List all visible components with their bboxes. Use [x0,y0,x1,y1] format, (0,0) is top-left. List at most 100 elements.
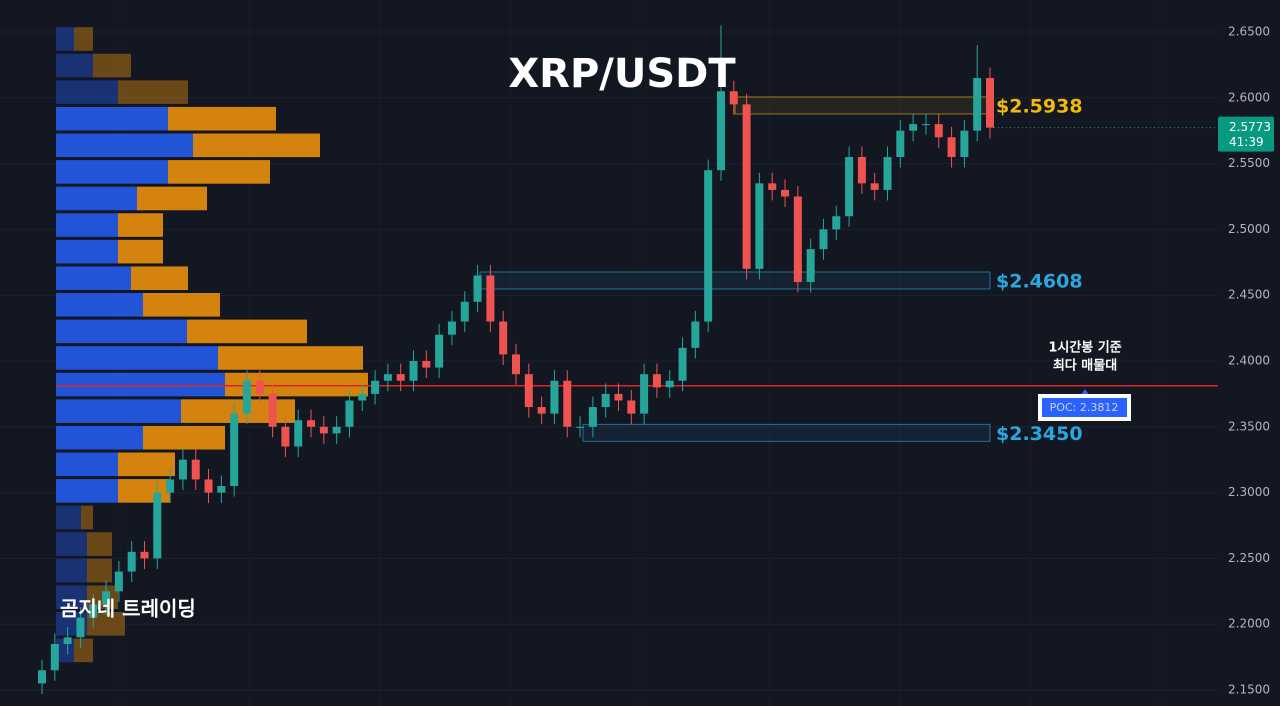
profile-sell-bar [87,532,112,556]
candle-body [281,426,290,447]
profile-buy-bar [56,27,74,51]
profile-buy-bar [56,239,118,264]
zone-label: $2.3450 [996,423,1083,445]
profile-buy-bar [56,558,87,583]
y-tick-label: 2.2500 [1228,551,1270,565]
profile-sell-bar [218,346,363,370]
candle-body [153,492,162,559]
profile-buy-bar [56,638,74,663]
profile-sell-bar [118,213,163,237]
profile-sell-bar [118,239,163,264]
last-price-label: 2.5773 [1229,120,1271,134]
zone-label: $2.4608 [996,270,1083,292]
chart-title: XRP/USDT [508,51,736,97]
profile-sell-bar [87,558,112,583]
candle-body [588,407,597,427]
candle-body [435,334,444,368]
candle-body [883,157,892,190]
candle-body [576,426,585,428]
y-tick-label: 2.3500 [1228,419,1270,433]
y-tick-label: 2.4500 [1228,288,1270,302]
profile-buy-bar [56,160,168,184]
candle-body [909,124,918,131]
profile-sell-bar [181,399,295,423]
candle-body [76,617,85,638]
profile-buy-bar [56,186,137,211]
candle-body [242,380,251,414]
profile-sell-bar [143,293,220,317]
candle-body [460,301,469,322]
profile-buy-bar [56,106,168,131]
profile-buy-bar [56,372,225,397]
candle-body [358,393,367,401]
candle-body [447,321,456,335]
profile-buy-bar [56,213,118,237]
candle-body [627,400,636,414]
profile-buy-bar [56,319,187,344]
candle-body [921,124,930,126]
candle-body [50,643,59,671]
candle-body [473,275,482,302]
candle-body [140,551,149,559]
candle-body [716,91,725,171]
zone-box [582,423,991,442]
profile-buy-bar [56,266,131,291]
y-tick-label: 2.4000 [1228,354,1270,368]
candle-body [396,374,405,381]
candle-body [204,479,213,493]
candle-body [383,374,392,381]
candle-body [217,486,226,493]
poc-note: 1시간봉 기준 [1048,340,1121,356]
profile-buy-bar [56,452,118,477]
candle-body [729,91,738,105]
candle-body [255,380,264,394]
candle-body [537,407,546,414]
profile-sell-bar [74,638,93,663]
profile-sell-bar [118,80,188,104]
candle-body [550,380,559,414]
candle-body [845,157,854,217]
candle-body [499,321,508,355]
candle-body [166,479,175,493]
y-tick-label: 2.5500 [1228,156,1270,170]
candle-body [781,189,790,197]
candle-body [409,361,418,381]
candle-body [819,229,828,250]
candle-body [114,571,123,592]
profile-buy-bar [56,425,143,450]
candle-body [973,78,982,131]
profile-sell-bar [93,53,131,78]
candle-body [486,275,495,322]
candle-body [563,380,572,427]
profile-buy-bar [56,479,118,503]
candle-body [793,196,802,283]
candle-body [755,183,764,269]
candle-body [191,459,200,480]
countdown: 41:39 [1229,135,1264,149]
candle-body [678,347,687,381]
candle-body [960,130,969,158]
candle-body [512,354,520,375]
zone-box [479,271,991,290]
y-tick-label: 2.2000 [1228,617,1270,631]
candle-body [89,604,98,618]
profile-sell-bar [118,479,170,503]
y-tick-label: 2.3000 [1228,485,1270,499]
profile-sell-bar [187,319,307,344]
profile-buy-bar [56,80,118,104]
y-tick-label: 2.6500 [1228,25,1270,39]
candle-body [102,591,111,605]
poc-label: POC: 2.3812 [1050,401,1119,414]
candle-body [307,420,316,427]
profile-buy-bar [56,53,93,78]
profile-sell-bar [193,133,320,158]
watermark: 곰지네 트레이딩 [60,597,196,621]
candle-body [422,361,431,368]
candle-body [691,321,700,348]
profile-sell-bar [87,612,125,636]
candle-body [614,393,623,401]
candle-body [870,183,879,190]
profile-buy-bar [56,505,81,530]
poc-note: 최다 매물대 [1053,358,1117,374]
